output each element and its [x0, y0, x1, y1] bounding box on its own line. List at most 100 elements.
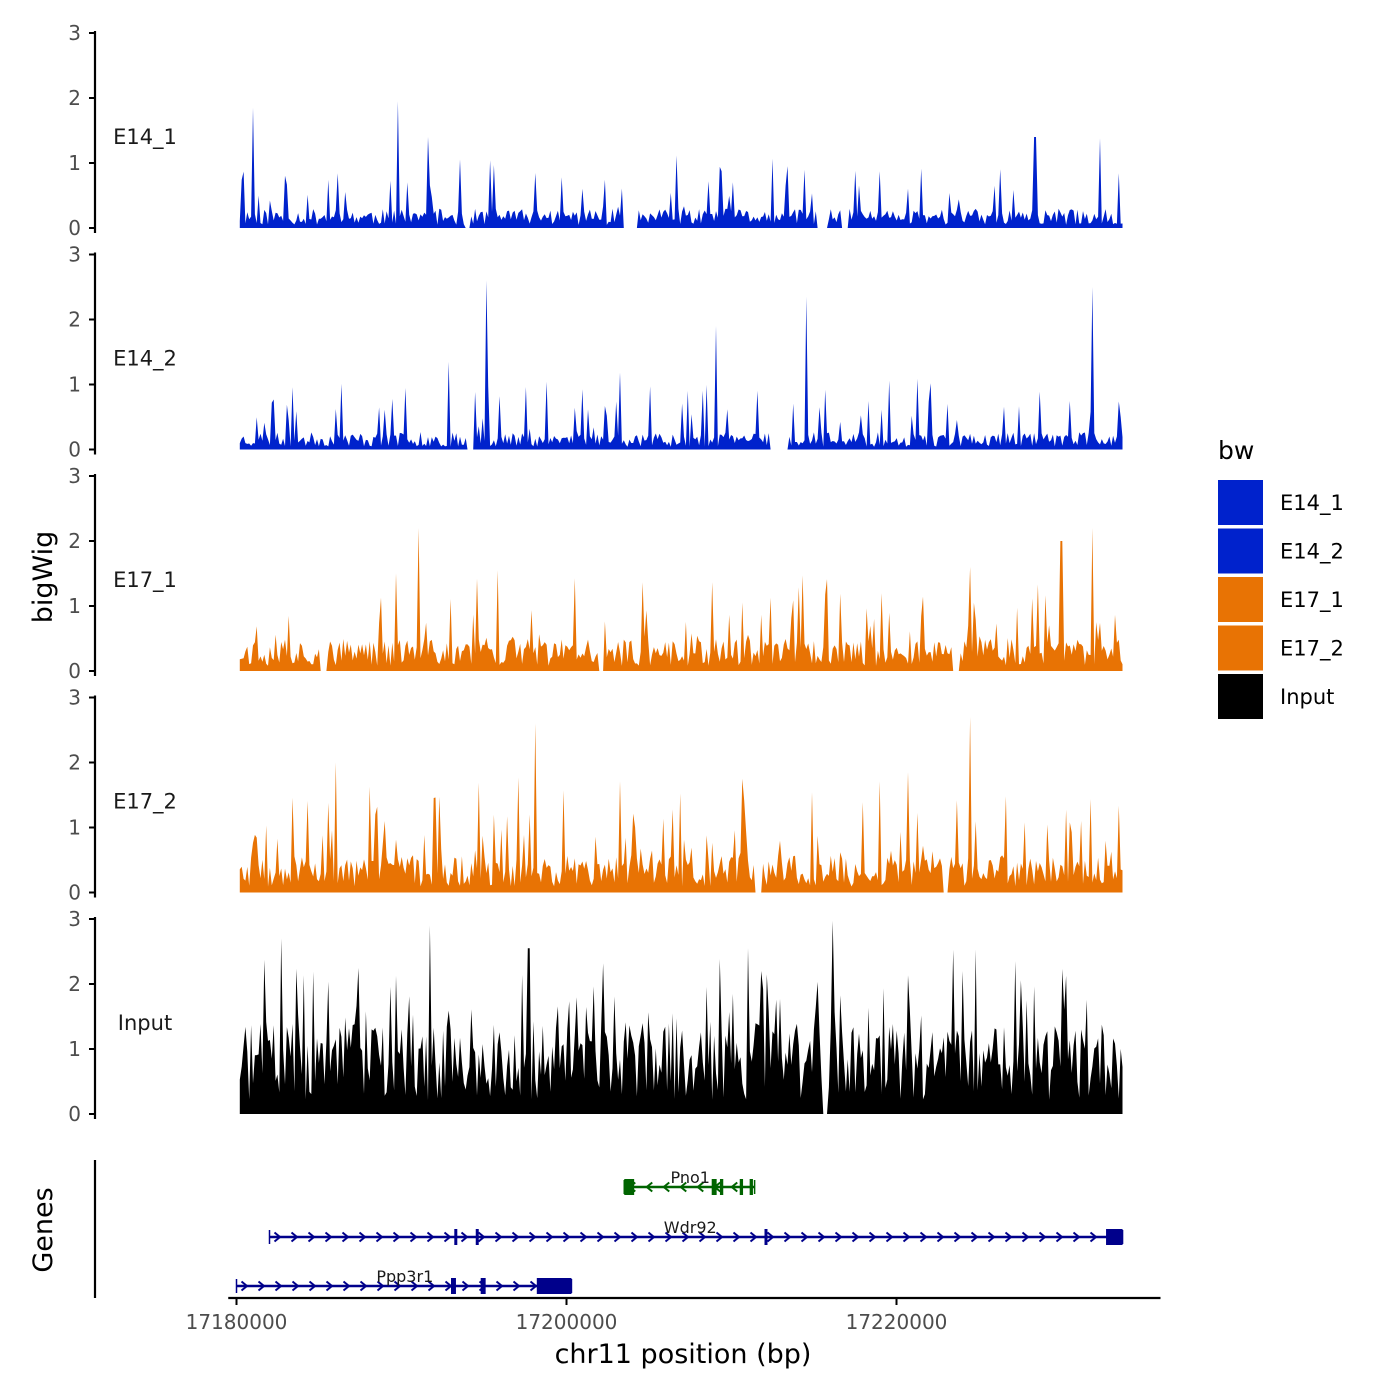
y-tick-label: 3 [68, 243, 81, 267]
strand-arrow [427, 1280, 436, 1292]
gene-exon [719, 1179, 724, 1195]
strand-arrow [1055, 1231, 1064, 1243]
strand-arrow [885, 1231, 894, 1243]
strand-arrow [291, 1280, 300, 1292]
strand-arrow [817, 1231, 826, 1243]
strand-arrow [409, 1231, 418, 1243]
y-tick-label: 1 [68, 816, 81, 840]
legend-item-Input: Input [1218, 674, 1334, 719]
strand-arrow [393, 1280, 402, 1292]
y-tick-label: 2 [68, 86, 81, 110]
track-panel-E14_1: 0 1 2 3 E14_1 [68, 21, 1123, 240]
y-tick-label: 1 [68, 594, 81, 618]
strand-arrow [987, 1231, 996, 1243]
strand-arrow [240, 1280, 249, 1292]
strand-arrow [512, 1280, 521, 1292]
y-tick-label: 0 [68, 216, 81, 240]
legend-label: E14_2 [1280, 540, 1344, 565]
legend-item-E17_1: E17_1 [1218, 577, 1344, 622]
coverage-area-E14_2 [239, 280, 1123, 450]
gene-label-Wdr92: Wdr92 [664, 1218, 717, 1237]
strand-arrow [732, 1231, 741, 1243]
strand-arrow [1004, 1231, 1013, 1243]
strand-arrow [579, 1231, 588, 1243]
gene-Wdr92: Wdr92 [268, 1218, 1124, 1245]
legend-swatch [1218, 625, 1263, 671]
strand-arrow [528, 1231, 537, 1243]
strand-arrow [443, 1231, 452, 1243]
gene-exon [764, 1229, 768, 1245]
gene-exon [480, 1278, 486, 1294]
strand-arrow [477, 1231, 486, 1243]
y-tick-label: 3 [68, 686, 81, 710]
strand-arrow [681, 1231, 690, 1243]
strand-arrow [696, 1181, 704, 1193]
strand-arrow [868, 1231, 877, 1243]
track-label-E14_2: E14_2 [113, 347, 177, 372]
y-tick-label: 2 [68, 751, 81, 775]
legend-swatch [1218, 480, 1263, 525]
strand-arrow [562, 1231, 571, 1243]
y-tick-label: 0 [68, 1102, 81, 1126]
y-tick-label: 1 [68, 373, 81, 397]
strand-arrow [647, 1231, 656, 1243]
gene-exon [454, 1229, 458, 1245]
legend-swatch [1218, 674, 1263, 719]
legend-item-E14_2: E14_2 [1218, 528, 1344, 574]
strand-arrow [273, 1231, 282, 1243]
gene-exon [739, 1179, 744, 1195]
coverage-area-E14_1 [239, 101, 1123, 228]
x-axis-title: chr11 position (bp) [555, 1339, 812, 1370]
track-panel-E17_1: 0 1 2 3 E17_1 [68, 464, 1123, 683]
strand-arrow [730, 1181, 738, 1193]
strand-arrow [495, 1280, 504, 1292]
y-tick-label: 0 [68, 438, 81, 462]
strand-arrow [545, 1231, 554, 1243]
strand-arrow [341, 1231, 350, 1243]
strand-arrow [1038, 1231, 1047, 1243]
strand-arrow [494, 1231, 503, 1243]
legend-label: E14_1 [1280, 491, 1344, 516]
strand-arrow [613, 1231, 622, 1243]
y-tick-label: 3 [68, 464, 81, 488]
strand-arrow [749, 1231, 758, 1243]
track-label-Input: Input [118, 1011, 172, 1035]
x-tick-label: 17220000 [846, 1310, 948, 1334]
strand-arrow [953, 1231, 962, 1243]
y-tick-label: 0 [68, 659, 81, 683]
strand-arrow [308, 1280, 317, 1292]
strand-arrow [1072, 1231, 1081, 1243]
strand-arrow [290, 1231, 299, 1243]
coverage-area-E17_1 [239, 528, 1123, 671]
y-tick-label: 1 [68, 1037, 81, 1061]
legend-swatch [1218, 577, 1263, 622]
strand-arrow [783, 1231, 792, 1243]
genes-axis-title: Genes [28, 1187, 59, 1272]
gene-exon [451, 1278, 456, 1294]
strand-arrow [324, 1231, 333, 1243]
strand-arrow [376, 1280, 385, 1292]
coverage-tracks: 0 1 2 3 E14_1 0 1 2 3 E14_2 0 1 2 3 E17_1 0 1 2 3 E17_2 0 1 2 3… [68, 21, 1123, 1126]
track-panel-E14_2: 0 1 2 3 E14_2 [68, 243, 1123, 462]
strand-arrow [460, 1231, 469, 1243]
strand-arrow [511, 1231, 520, 1243]
track-label-E14_1: E14_1 [113, 125, 177, 150]
strand-arrow [358, 1231, 367, 1243]
strand-arrow [529, 1280, 538, 1292]
strand-arrow [936, 1231, 945, 1243]
strand-arrow [307, 1231, 316, 1243]
gene-label-Ppp3r1: Ppp3r1 [376, 1267, 433, 1286]
strand-arrow [410, 1280, 419, 1292]
strand-arrow [679, 1181, 687, 1193]
legend: E14_1 E14_2 E17_1 E17_2 Input [1218, 480, 1344, 719]
strand-arrow [325, 1280, 334, 1292]
strand-arrow [662, 1181, 670, 1193]
y-tick-label: 0 [68, 881, 81, 905]
legend-title: bw [1218, 436, 1254, 465]
strand-arrow [257, 1280, 266, 1292]
legend-item-E14_1: E14_1 [1218, 480, 1344, 525]
strand-arrow [461, 1280, 470, 1292]
gene-exon [1106, 1229, 1123, 1245]
strand-arrow [596, 1231, 605, 1243]
